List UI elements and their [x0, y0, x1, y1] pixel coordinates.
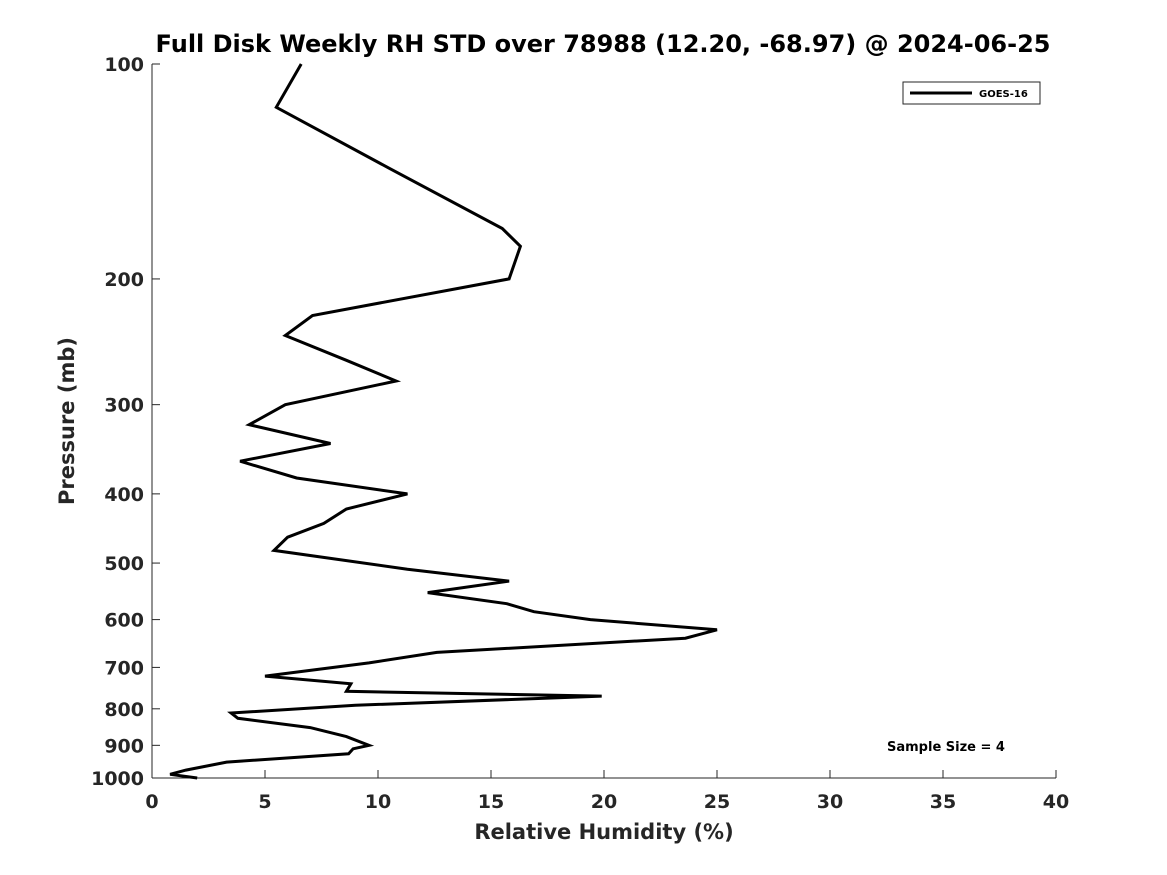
y-tick-label: 400 [104, 484, 144, 506]
x-tick-label: 30 [817, 791, 843, 813]
y-tick-label: 200 [104, 269, 144, 291]
y-axis-ticks: 100 200 300 400 500 600 700 800 900 1000 [91, 54, 160, 790]
y-tick-label: 700 [104, 657, 144, 679]
legend-entry-goes-16: GOES-16 [979, 89, 1028, 100]
y-tick-label: 1000 [91, 768, 144, 790]
y-tick-label: 900 [104, 735, 144, 757]
x-axis-ticks: 0 5 10 15 20 25 30 35 40 [145, 770, 1069, 813]
y-axis-label: Pressure (mb) [55, 337, 79, 505]
sample-size-annotation: Sample Size = 4 [887, 740, 1005, 755]
series-layer [169, 63, 718, 780]
legend: GOES-16 [902, 81, 1041, 105]
y-tick-label: 500 [104, 553, 144, 575]
chart-title: Full Disk Weekly RH STD over 78988 (12.2… [156, 30, 1051, 58]
series-line-goes-16 [169, 63, 718, 780]
x-tick-label: 40 [1043, 791, 1069, 813]
y-tick-label: 800 [104, 699, 144, 721]
x-tick-label: 20 [591, 791, 617, 813]
x-tick-label: 35 [930, 791, 956, 813]
x-tick-label: 15 [478, 791, 504, 813]
x-tick-label: 10 [365, 791, 391, 813]
x-tick-label: 5 [258, 791, 271, 813]
x-tick-label: 25 [704, 791, 730, 813]
y-tick-label: 600 [104, 610, 144, 632]
x-axis-label: Relative Humidity (%) [474, 820, 733, 844]
plot-frame [151, 64, 1056, 779]
y-tick-label: 100 [104, 54, 144, 76]
x-tick-label: 0 [145, 791, 158, 813]
y-tick-label: 300 [104, 395, 144, 417]
